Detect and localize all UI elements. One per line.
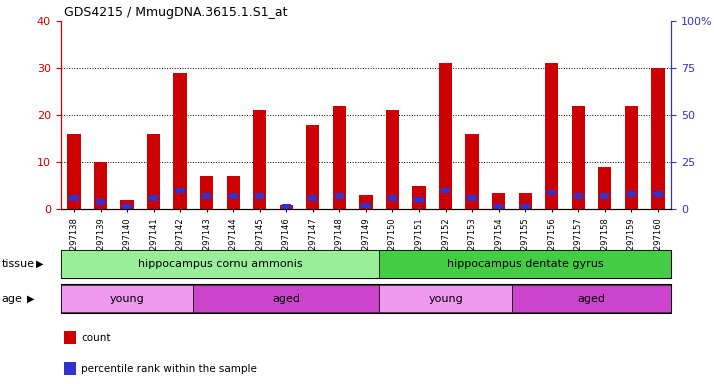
Bar [379,285,512,313]
Bar [547,190,556,195]
Bar [388,195,397,201]
Text: tissue: tissue [1,259,34,269]
Bar [361,203,371,209]
Bar [147,134,160,209]
Bar [61,285,193,313]
Bar [335,193,344,199]
Bar [413,186,426,209]
Bar [333,106,346,209]
Bar [228,193,238,199]
Bar [518,193,532,209]
Text: age: age [1,293,22,304]
Bar [96,199,105,205]
Text: ▶: ▶ [36,259,44,269]
Text: young: young [110,293,144,304]
Bar [94,162,107,209]
Bar [193,285,379,313]
Bar [200,176,213,209]
Text: young: young [428,293,463,304]
Bar [174,73,187,209]
Bar [253,111,266,209]
Text: GDS4215 / MmugDNA.3615.1.S1_at: GDS4215 / MmugDNA.3615.1.S1_at [64,6,288,19]
Bar [176,188,185,193]
Bar [494,204,503,209]
Bar [625,106,638,209]
Text: count: count [81,333,111,343]
Text: ▶: ▶ [27,293,35,304]
Bar [202,193,211,199]
Bar [149,195,159,201]
Bar [308,195,318,201]
Text: aged: aged [272,293,301,304]
Bar [359,195,373,209]
Bar [280,205,293,209]
Bar [441,188,451,193]
Bar [122,204,131,209]
Bar [306,124,319,209]
Bar [439,63,452,209]
Bar [414,197,423,203]
Bar [545,63,558,209]
Bar [466,134,478,209]
Bar [573,193,583,199]
Bar [653,191,663,197]
Bar [379,250,671,278]
Text: hippocampus dentate gyrus: hippocampus dentate gyrus [447,259,603,269]
Text: hippocampus cornu ammonis: hippocampus cornu ammonis [138,259,302,269]
Bar [121,200,134,209]
Text: percentile rank within the sample: percentile rank within the sample [81,364,257,374]
Bar [386,111,399,209]
Bar [281,204,291,209]
Bar [651,68,665,209]
Bar [521,204,530,209]
Bar [598,167,611,209]
Bar [600,193,610,199]
Bar [69,195,79,201]
Text: aged: aged [578,293,605,304]
Bar [627,191,636,197]
Bar [61,250,379,278]
Bar [468,195,477,201]
Bar [226,176,240,209]
Bar [492,193,506,209]
Bar [512,285,671,313]
Bar [67,134,81,209]
Bar [572,106,585,209]
Bar [255,193,264,199]
